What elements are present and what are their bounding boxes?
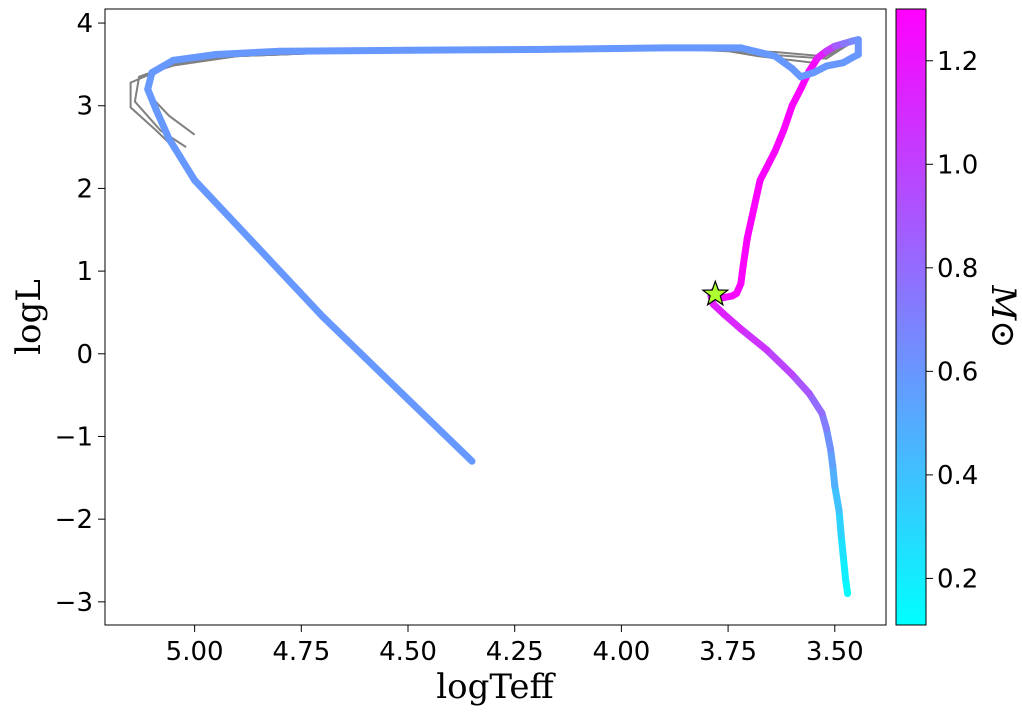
series-segment [739,234,751,271]
series-segment [152,106,173,143]
y-tick-label: 4 [76,9,93,39]
series-segment [788,371,813,397]
series-segment [212,47,284,58]
series-segment [404,46,540,54]
y-tick-label: 1 [76,257,93,287]
marker-layer [701,279,730,307]
colorbar [895,8,927,626]
series-segment [743,205,758,242]
series-segment [319,313,369,362]
series-segment [831,482,843,515]
series-segment [839,552,849,583]
y-axis-title: logL [9,279,49,355]
colorbar-tick-label: 1.2 [937,47,978,77]
series-segment [165,135,199,184]
background-track-line [129,39,857,152]
colorbar-title: M⊙ [983,284,1022,348]
series-segment [737,44,779,60]
series-segment [835,507,845,540]
x-tick-label: 3.75 [699,637,757,667]
evolution-track-series [144,36,862,598]
x-tick-label: 5.00 [166,637,224,667]
series-segment [148,56,177,77]
colorbar-ticks: 0.2 0.4 0.6 0.8 1.0 1.2 [926,47,978,594]
series-segment [233,222,284,275]
y-tick-label: 3 [76,92,93,122]
series-segment [276,267,327,321]
series-segment [763,346,796,378]
series-segment [805,390,826,417]
x-axis-title: logTeff [436,667,556,707]
y-tick-label: −1 [55,422,93,452]
series-segment [447,437,476,465]
x-tick-label: 3.50 [806,637,864,667]
y-tick-label: −3 [55,588,93,618]
colorbar-tick-label: 0.4 [937,461,978,491]
y-tick-label: −2 [55,505,93,535]
plot-area-frame [104,8,887,626]
series-segment [532,44,668,53]
series-segment [771,127,788,155]
series-segment [720,310,745,333]
series-segment [276,46,412,55]
series-segment [822,424,834,453]
series-segment [737,325,770,354]
colorbar-tick-label: 1.0 [937,150,978,180]
y-tick-label: 2 [76,174,93,204]
y-tick-label: 0 [76,340,93,370]
x-axis-ticks: 5.00 4.75 4.50 4.25 4.00 3.75 3.50 [166,625,864,667]
x-tick-label: 4.25 [486,637,544,667]
colorbar-tick-label: 0.6 [937,357,978,387]
star-marker [701,279,730,307]
y-axis-ticks: 4 3 2 1 0 −1 −2 −3 [55,9,105,618]
x-tick-label: 4.50 [379,637,437,667]
x-tick-label: 4.75 [272,637,330,667]
colorbar-tick-label: 0.8 [937,254,978,284]
series-segment [144,85,160,114]
series-segment [404,395,455,445]
series-segment [361,354,412,403]
series-segment [191,176,241,230]
colorbar-tick-label: 0.2 [937,564,978,594]
series-segment [780,102,796,134]
series-segment [750,176,764,213]
series-segment [169,51,220,64]
x-tick-label: 4.00 [592,637,650,667]
series-segment [771,52,796,72]
